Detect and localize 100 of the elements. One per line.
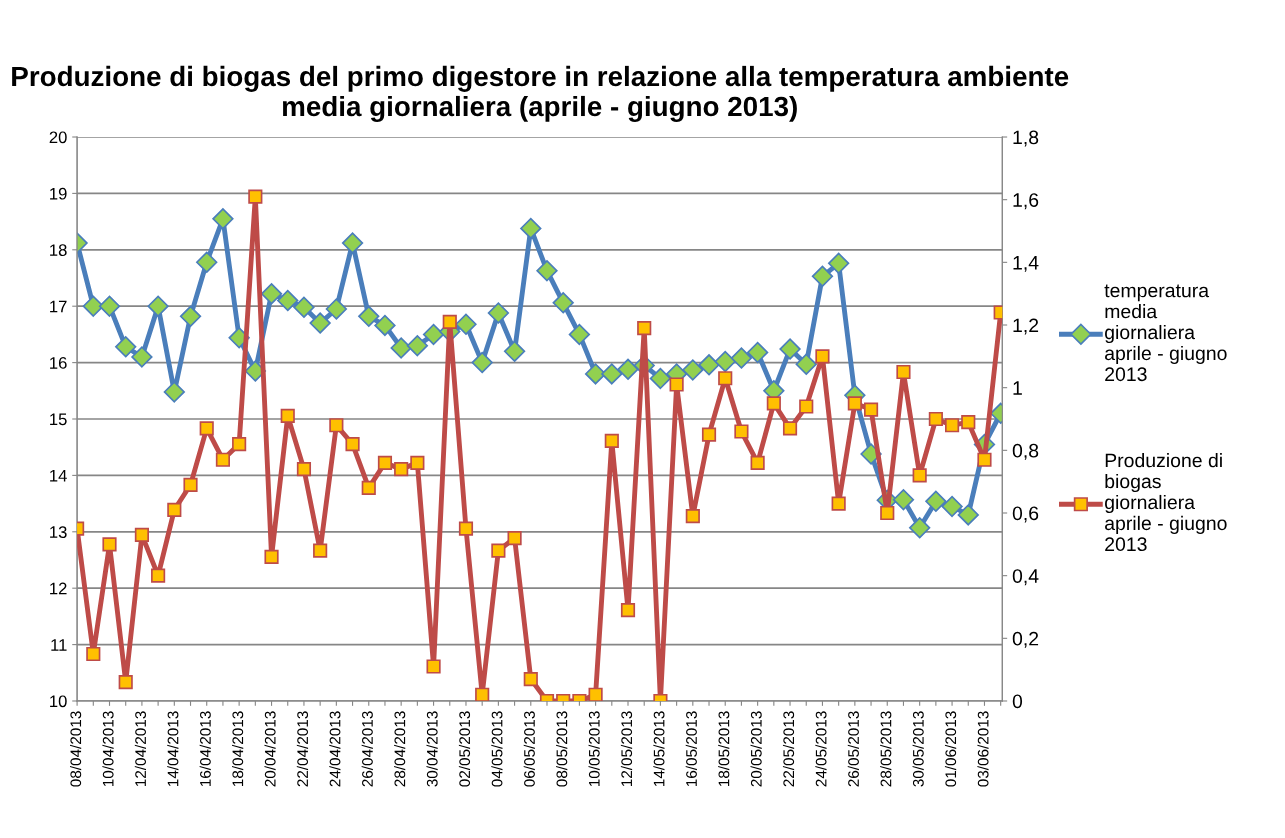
y2-tick-label: 0,6 (1012, 506, 1039, 523)
y-tick-label: 12 (50, 582, 67, 595)
point (750, 455, 765, 470)
point (892, 488, 915, 511)
x-tick-label: 10/05/2013 (588, 711, 600, 786)
y2-tick-label: 0,8 (1012, 443, 1039, 460)
legend-label: temperatura media giornaliera aprile - giugno 2013 (1104, 284, 1227, 382)
chart-title: Produzione di biogas del primo digestore in relazione alla temperatura ambiente media giornaliera (aprile - giugno 2013) (12, 65, 1069, 122)
point (552, 292, 574, 314)
point (811, 265, 834, 287)
point (928, 411, 943, 427)
y-tick-label: 17 (50, 300, 67, 313)
x-tick-label: 03/06/2013 (977, 711, 989, 787)
point (536, 260, 558, 282)
x-tick-label: 28/04/2013 (394, 711, 406, 787)
point (358, 305, 380, 328)
point (455, 313, 477, 335)
point (361, 480, 376, 496)
point (714, 350, 736, 373)
x-tick-label: 30/05/2013 (912, 711, 924, 787)
y2-tick-label: 0,2 (1012, 631, 1039, 648)
x-tick-label: 10/04/2013 (102, 711, 114, 786)
point (847, 396, 862, 411)
point (471, 351, 493, 374)
point (410, 455, 425, 470)
point (377, 455, 393, 470)
point (390, 337, 412, 359)
x-tick-label: 26/04/2013 (361, 711, 373, 787)
point (183, 477, 198, 492)
point (102, 537, 117, 552)
point (604, 433, 619, 449)
point (880, 505, 895, 521)
y-tick-label: 15 (50, 413, 67, 426)
y-tick-label: 19 (50, 187, 67, 200)
point (863, 402, 879, 417)
point (296, 462, 312, 477)
x-tick-label: 16/04/2013 (199, 711, 211, 786)
point (734, 424, 749, 439)
y-tick-label: 13 (50, 526, 67, 538)
x-tick-label: 12/05/2013 (620, 711, 633, 786)
point (215, 452, 231, 467)
y-tick-label: 10 (50, 695, 67, 708)
y2-tick-label: 1,2 (1013, 318, 1039, 335)
point (134, 527, 149, 543)
point (977, 452, 992, 467)
point (212, 208, 234, 230)
point (491, 543, 506, 558)
point (345, 436, 360, 452)
point (280, 408, 295, 423)
x-tick-label: 08/04/2013 (69, 711, 82, 787)
y2-tick-label: 1,4 (1013, 256, 1039, 272)
x-tick-label: 14/05/2013 (653, 711, 665, 786)
point (779, 338, 801, 360)
y-tick-label: 18 (50, 244, 67, 257)
point (941, 495, 963, 518)
point (309, 312, 331, 334)
point (698, 354, 720, 376)
point (426, 659, 441, 674)
y2-tick-label: 1 (1013, 381, 1022, 395)
point (520, 217, 542, 240)
point (163, 381, 185, 403)
x-tick-label: 24/05/2013 (815, 711, 827, 787)
point (912, 468, 927, 483)
y-tick-label: 20 (49, 131, 67, 144)
point (82, 295, 104, 317)
point (782, 421, 798, 436)
x-tick-label: 24/04/2013 (329, 711, 341, 787)
point (394, 462, 409, 477)
point (199, 421, 214, 436)
point (503, 340, 526, 362)
point (341, 232, 364, 254)
point (325, 298, 348, 320)
point (909, 517, 931, 539)
point (131, 346, 153, 368)
point (799, 399, 814, 414)
point (248, 189, 263, 204)
point (329, 418, 344, 433)
x-tick-label: 12/04/2013 (134, 711, 147, 786)
point (293, 296, 315, 318)
point (167, 502, 182, 517)
point (827, 252, 850, 274)
point (925, 490, 947, 512)
point (957, 504, 979, 526)
x-tick-label: 16/05/2013 (685, 711, 697, 786)
point (620, 603, 636, 618)
x-tick-label: 20/04/2013 (264, 711, 276, 787)
point (568, 323, 591, 346)
point (507, 530, 522, 546)
point (601, 363, 623, 385)
point (815, 349, 830, 364)
x-tick-label: 20/05/2013 (750, 711, 762, 787)
x-tick-label: 02/05/2013 (458, 711, 471, 787)
point (406, 335, 429, 357)
y2-tick-label: 1,6 (1013, 193, 1039, 210)
point (682, 359, 704, 381)
point (730, 347, 753, 369)
point (746, 341, 769, 364)
point (232, 436, 247, 452)
x-tick-label: 18/05/2013 (718, 711, 730, 786)
point (685, 509, 700, 524)
